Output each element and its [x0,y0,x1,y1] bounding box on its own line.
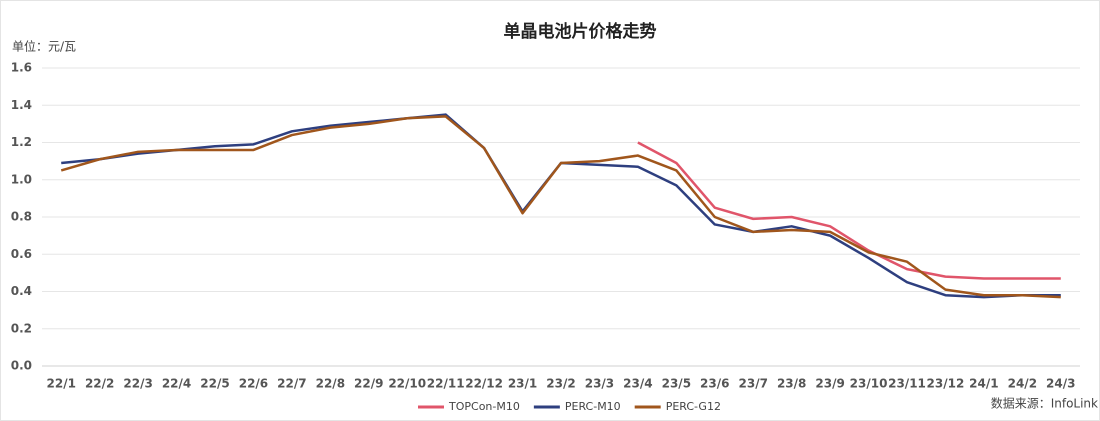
x-tick-label: 23/9 [815,377,844,391]
x-tick-label: 23/4 [623,377,652,391]
x-tick-label: 22/7 [277,377,306,391]
source: 数据来源：InfoLink [991,396,1098,411]
x-tick-label: 24/2 [1008,377,1037,391]
legend-label: TOPCon-M10 [448,400,520,413]
x-tick-label: 22/8 [316,377,345,391]
chart-title: 单晶电池片价格走势 [504,21,657,42]
x-tick-label: 22/10 [388,377,426,391]
y-tick-label: 1.2 [11,135,32,149]
y-tick-label: 0.4 [11,284,32,298]
y-tick-label: 1.0 [11,172,32,186]
x-tick-label: 22/5 [200,377,229,391]
y-tick-label: 0.6 [11,247,32,261]
series-line [637,141,1061,280]
x-tick-label: 22/6 [239,377,268,391]
y-tick-label: 0.2 [11,321,32,335]
y-unit: 单位：元/瓦 [12,39,76,54]
x-tick-label: 23/11 [888,377,926,391]
series-line [60,115,1061,299]
x-tick-label: 22/11 [427,377,465,391]
x-tick-label: 23/7 [739,377,768,391]
y-tick-label: 1.6 [11,61,32,75]
x-tick-label: 22/4 [162,377,191,391]
y-tick-label: 0.8 [11,210,32,224]
x-tick-label: 22/12 [465,377,503,391]
x-tick-label: 23/5 [662,377,691,391]
x-tick-label: 22/9 [354,377,383,391]
x-tick-label: 22/3 [123,377,152,391]
y-tick-label: 1.4 [11,98,32,112]
x-tick-label: 23/2 [546,377,575,391]
x-tick-label: 23/6 [700,377,729,391]
x-tick-label: 23/12 [927,377,965,391]
x-tick-label: 23/1 [508,377,537,391]
x-tick-label: 22/2 [85,377,114,391]
x-tick-label: 23/10 [850,377,888,391]
x-tick-label: 22/1 [47,377,76,391]
x-tick-label: 24/3 [1046,377,1075,391]
x-tick-label: 24/1 [969,377,998,391]
legend-label: PERC-G12 [666,400,721,413]
x-tick-label: 23/8 [777,377,806,391]
y-tick-label: 0.0 [11,359,32,373]
legend-label: PERC-M10 [565,400,621,413]
x-tick-label: 23/3 [585,377,614,391]
